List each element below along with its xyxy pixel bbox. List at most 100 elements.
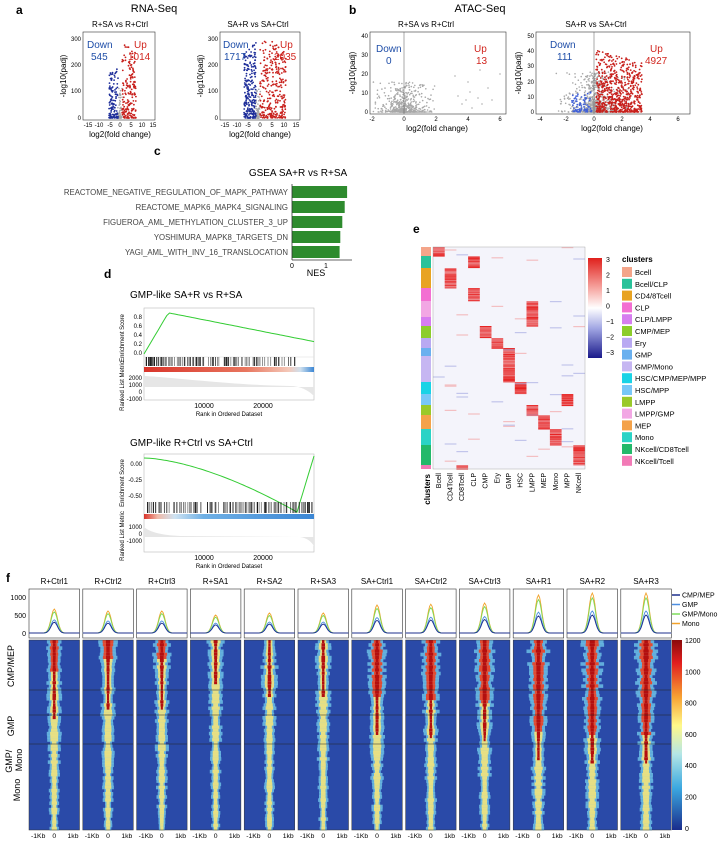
volcano-point <box>271 114 274 117</box>
x-tick: 0 <box>402 117 406 123</box>
volcano-point <box>263 99 265 102</box>
heatmap-cell <box>549 435 562 437</box>
volcano-point <box>257 116 260 119</box>
heatmap-cell <box>573 448 585 450</box>
heatmap-band <box>213 747 218 752</box>
volcano-point <box>606 93 609 96</box>
volcano-point <box>606 81 609 84</box>
volcano-point <box>619 89 621 91</box>
volcano-point <box>610 93 613 95</box>
heatmap-cell <box>468 266 480 269</box>
row-axis-label: clusters <box>423 473 432 504</box>
volcano-point <box>250 66 253 68</box>
volcano-point <box>126 78 128 80</box>
heatmap-band <box>429 646 433 650</box>
volcano-point <box>413 86 415 89</box>
volcano-point <box>606 99 608 102</box>
volcano-point <box>268 50 271 53</box>
heatmap-frame <box>28 639 80 831</box>
volcano-point <box>604 56 606 59</box>
volcano-point <box>391 102 394 105</box>
volcano-point <box>114 89 116 91</box>
heatmap-band <box>267 754 272 758</box>
heatmap-band <box>105 779 111 783</box>
volcano-point <box>393 81 395 84</box>
volcano-point <box>418 111 421 113</box>
heatmap-band <box>50 738 59 742</box>
heatmap-band <box>160 646 164 650</box>
volcano-point <box>386 110 389 113</box>
heatmap-band <box>267 773 272 777</box>
volcano-point <box>610 90 613 92</box>
heatmap-band <box>159 763 164 768</box>
volcano-point <box>108 104 111 106</box>
volcano-point <box>264 64 267 67</box>
volcano-point <box>633 75 636 78</box>
heatmap-cell <box>514 391 527 393</box>
profile-box <box>459 588 511 639</box>
volcano-point <box>584 103 586 106</box>
volcano-point <box>583 94 586 97</box>
heatmap-cell <box>526 325 539 327</box>
heatmap-cell <box>468 438 480 440</box>
heatmap-band <box>214 659 217 663</box>
heatmap-band <box>320 738 326 742</box>
heatmap-cell <box>503 349 515 351</box>
volcano-point <box>621 75 623 78</box>
heatmap-band <box>106 690 110 695</box>
heatmap-band <box>106 652 110 657</box>
volcano-point <box>254 59 256 62</box>
volcano-point <box>581 84 583 87</box>
volcano-point <box>108 93 111 96</box>
heatmap-cell <box>573 452 585 454</box>
heatmap-band <box>375 719 379 723</box>
heatmap-cell <box>433 254 445 256</box>
volcano-point <box>268 67 271 69</box>
volcano-point <box>275 80 278 83</box>
heatmap-band <box>104 763 112 768</box>
volcano-point <box>603 61 606 64</box>
volcano-point <box>284 116 287 118</box>
volcano-point <box>614 82 616 85</box>
volcano-point <box>563 98 566 100</box>
volcano-point <box>634 84 637 87</box>
volcano-point <box>261 116 264 119</box>
heatmap-cell <box>491 345 504 347</box>
volcano-point <box>282 110 284 113</box>
volcano-point <box>595 92 597 94</box>
x-axis-label: log2(fold change) <box>89 130 151 139</box>
volcano-point <box>634 64 637 67</box>
heatmap-band <box>429 681 433 685</box>
heatmap-band <box>213 785 219 790</box>
volcano-point <box>426 101 428 104</box>
volcano-point <box>590 74 593 76</box>
colorbar-tick: −3 <box>606 350 614 357</box>
heatmap-band <box>213 814 219 818</box>
volcano-point <box>411 92 413 95</box>
heatmap-band <box>319 757 327 761</box>
volcano-point <box>119 94 122 96</box>
volcano-point <box>621 98 624 101</box>
heatmap-band <box>373 738 381 742</box>
volcano-point <box>130 102 133 105</box>
volcano-point <box>134 87 137 90</box>
heatmap-band <box>213 744 218 749</box>
volcano-point <box>599 59 602 61</box>
heatmap-band <box>212 690 219 695</box>
heatmap-cell <box>433 247 445 249</box>
heatmap-band <box>213 716 218 720</box>
volcano-point <box>245 55 248 58</box>
volcano-point <box>586 84 588 86</box>
volcano-point <box>560 102 562 105</box>
heatmap-band <box>51 795 57 799</box>
volcano-point <box>628 87 630 89</box>
volcano-point <box>268 93 271 96</box>
y-tick: 0.2 <box>134 342 143 348</box>
heatmap-band <box>53 684 56 688</box>
volcano-point <box>639 87 642 90</box>
volcano-point <box>608 65 610 68</box>
heatmap-cell <box>561 247 574 249</box>
volcano-point <box>277 99 279 102</box>
volcano-point <box>608 102 611 105</box>
